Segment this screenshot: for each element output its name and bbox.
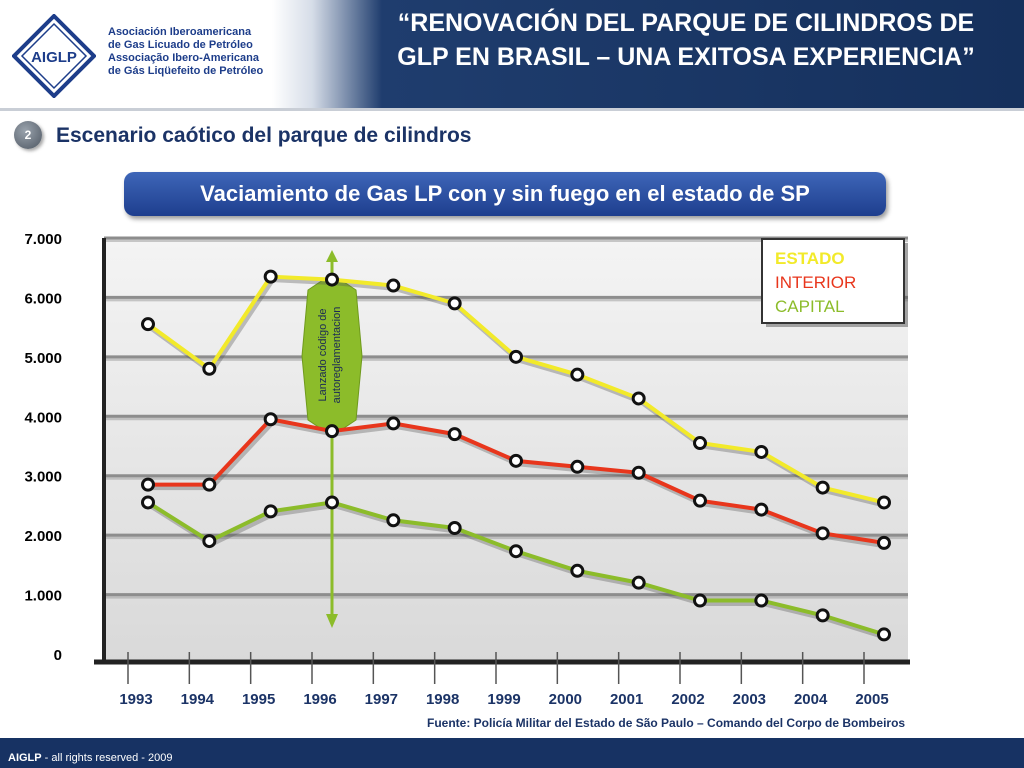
x-tick-label: 1997	[365, 691, 398, 708]
data-point-capital-2001	[631, 575, 646, 590]
data-point-estado-2004	[815, 480, 830, 495]
annotation-label-line-2: autoreglamentacion	[331, 307, 343, 404]
data-point-interior-2000	[570, 459, 585, 474]
page-title-line-1: “RENOVACIÓN DEL PARQUE DE CILINDROS DE	[397, 9, 975, 37]
data-point-estado-1997	[386, 278, 401, 293]
data-point-interior-2005	[877, 535, 891, 550]
x-tick-label: 1996	[303, 691, 336, 708]
data-point-estado-1999	[509, 349, 523, 364]
data-point-capital-2002	[693, 593, 707, 608]
data-point-interior-1996	[325, 424, 339, 439]
legend-item-estado: ESTADO	[775, 249, 845, 268]
x-tick-label: 1999	[487, 691, 520, 708]
x-tick-label: 2004	[794, 691, 828, 708]
data-point-interior-1995	[263, 412, 278, 427]
chart-banner: Vaciamiento de Gas LP con y sin fuego en…	[124, 172, 886, 216]
x-tick-label: 1993	[119, 691, 152, 708]
data-point-capital-1993	[141, 495, 155, 510]
footer-rights: - all rights reserved - 2009	[41, 752, 173, 764]
data-point-estado-1996	[325, 272, 339, 287]
org-line-4: de Gás Liqüefeito de Petróleo	[108, 65, 264, 77]
legend-item-capital: CAPITAL	[775, 297, 845, 316]
section-number-badge: 2	[14, 121, 42, 149]
data-point-capital-1995	[263, 504, 278, 519]
annotation-arrow-head-top	[326, 250, 338, 262]
data-point-interior-1999	[509, 453, 523, 468]
data-point-estado-2000	[570, 367, 585, 382]
x-tick-label: 2005	[855, 691, 888, 708]
footer	[0, 738, 1024, 768]
data-point-capital-1997	[386, 513, 401, 528]
data-point-interior-1998	[447, 427, 462, 442]
page-title-line-2: GLP EN BRASIL – UNA EXITOSA EXPERIENCIA”	[397, 43, 975, 71]
data-point-estado-2001	[631, 391, 646, 406]
data-point-capital-1998	[447, 521, 462, 536]
x-tick-label: 2001	[610, 691, 643, 708]
data-point-capital-2000	[570, 563, 585, 578]
x-tick-label: 2002	[671, 691, 704, 708]
data-point-capital-1999	[509, 544, 523, 559]
data-point-interior-2002	[693, 493, 707, 508]
y-tick-label: 1.000	[24, 588, 62, 605]
data-point-interior-1997	[386, 416, 401, 431]
title-band	[272, 0, 1024, 108]
data-point-capital-1996	[325, 495, 339, 510]
y-tick-label: 2.000	[24, 528, 62, 545]
data-point-estado-1998	[447, 296, 462, 311]
data-point-interior-2004	[815, 526, 830, 541]
x-tick-label: 1998	[426, 691, 459, 708]
y-tick-label: 7.000	[24, 231, 62, 248]
header-divider	[0, 108, 1024, 111]
data-point-capital-2003	[754, 593, 769, 608]
legend-box	[761, 238, 905, 324]
data-point-estado-2003	[754, 444, 769, 459]
y-tick-label: 6.000	[24, 290, 62, 307]
data-point-interior-2003	[754, 502, 769, 517]
data-point-estado-2005	[877, 495, 891, 510]
x-tick-label: 2000	[549, 691, 582, 708]
footer-text: AIGLP - all rights reserved - 2009	[8, 752, 172, 764]
org-line-3: Associação Ibero-Americana	[108, 52, 260, 64]
data-point-capital-1994	[202, 534, 217, 549]
logo-text: AIGLP	[31, 49, 77, 66]
org-line-2: de Gas Licuado de Petróleo	[108, 39, 253, 51]
y-tick-label: 0	[54, 647, 62, 664]
x-tick-label: 1994	[181, 691, 215, 708]
data-point-estado-1995	[263, 269, 278, 284]
data-point-estado-1994	[202, 361, 217, 376]
annotation-label-line-1: Lanzado código de	[317, 309, 329, 402]
aiglp-logo-icon: AIGLP	[12, 14, 96, 98]
org-name: Asociación Iberoamericana de Gas Licuado…	[108, 26, 263, 78]
chart-source: Fuente: Policía Militar del Estado de Sã…	[427, 716, 906, 730]
data-point-interior-1993	[141, 477, 155, 492]
y-tick-label: 5.000	[24, 350, 62, 367]
data-point-capital-2005	[877, 627, 891, 642]
org-line-1: Asociación Iberoamericana	[108, 26, 252, 38]
logo: AIGLP Asociación Iberoamericana de Gas L…	[0, 0, 272, 104]
y-tick-label: 3.000	[24, 469, 62, 486]
legend-item-interior: INTERIOR	[775, 273, 856, 292]
annotation-arrow-head-bottom	[326, 614, 338, 628]
data-point-interior-1994	[202, 477, 217, 492]
data-point-estado-2002	[693, 436, 707, 451]
y-tick-label: 4.000	[24, 409, 62, 426]
x-tick-label: 2003	[733, 691, 766, 708]
x-tick-label: 1995	[242, 691, 275, 708]
data-point-estado-1993	[141, 317, 155, 332]
section-title: Escenario caótico del parque de cilindro…	[56, 124, 472, 147]
header: AIGLP Asociación Iberoamericana de Gas L…	[0, 0, 1024, 108]
footer-brand: AIGLP	[8, 752, 42, 764]
data-point-capital-2004	[815, 608, 830, 623]
page-title: “RENOVACIÓN DEL PARQUE DE CILINDROS DE G…	[356, 6, 1016, 74]
data-point-interior-2001	[631, 465, 646, 480]
